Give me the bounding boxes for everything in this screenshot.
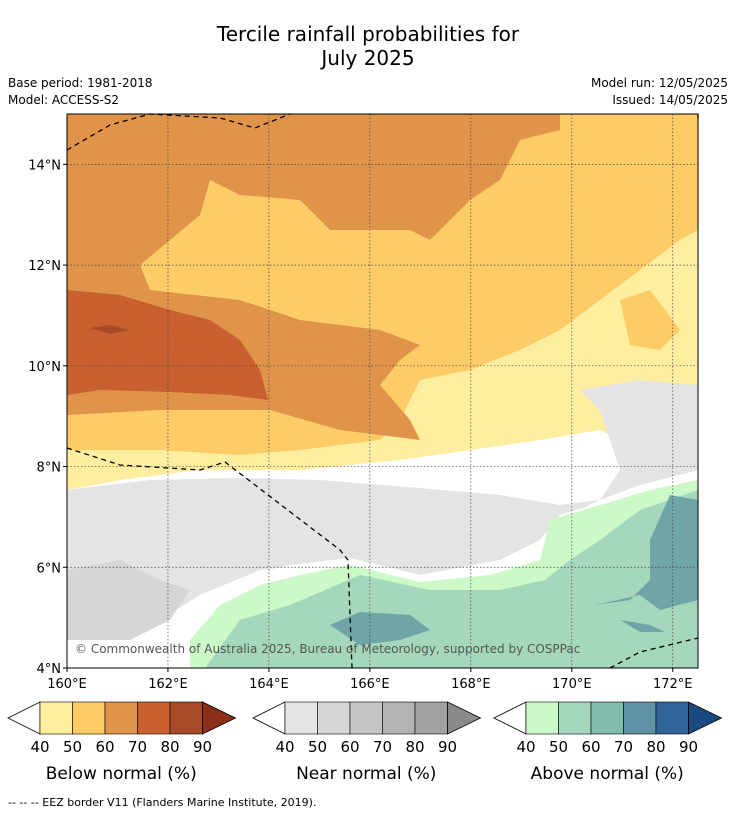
above-50-60-region	[205, 490, 698, 668]
colorbar-tick-label: 60	[95, 738, 114, 756]
x-tick-label: 162°E	[148, 677, 188, 692]
colorbar-tick-label: 70	[614, 738, 633, 756]
colorbar-label: Near normal (%)	[296, 764, 436, 784]
colorbar-swatch	[169, 701, 203, 735]
plot-frame	[66, 113, 699, 669]
colorbar-extend-right	[688, 701, 723, 735]
y-axis-ticks: 4°N 6°N 8°N 10°N 12°N 14°N	[28, 158, 67, 677]
colorbar-label: Below normal (%)	[46, 764, 197, 784]
colorbar-swatch	[623, 701, 657, 735]
colorbar-tick-label: 40	[516, 738, 535, 756]
x-tick-label: 170°E	[552, 677, 592, 692]
colorbar-swatch	[382, 701, 416, 735]
colorbar-tick-label: 70	[128, 738, 147, 756]
colorbar-tick-label: 50	[308, 738, 327, 756]
footer-note: -- -- -- EEZ border V11 (Flanders Marine…	[8, 796, 317, 809]
colorbar-swatch	[104, 701, 138, 735]
colorbar-swatch	[284, 701, 318, 735]
colorbar-tick-label: 90	[193, 738, 212, 756]
model-run: Model run: 12/05/2025	[590, 76, 728, 90]
colorbar-tick-label: 90	[438, 738, 457, 756]
colorbar-extend-left	[252, 701, 286, 735]
above-60-70-region-east	[595, 495, 698, 610]
y-tick-label: 4°N	[37, 662, 62, 677]
chart-title-line1: Tercile rainfall probabilities for	[216, 22, 520, 46]
near-normal-region	[67, 380, 698, 640]
colorbar-extend-left	[493, 701, 527, 735]
x-tick-label: 172°E	[653, 677, 693, 692]
colorbar-tick-label: 50	[549, 738, 568, 756]
x-tick-label: 166°E	[350, 677, 390, 692]
copyright-text: © Commonwealth of Australia 2025, Bureau…	[75, 642, 580, 656]
x-tick-label: 160°E	[47, 677, 87, 692]
y-tick-label: 8°N	[37, 461, 62, 476]
x-tick-label: 164°E	[249, 677, 289, 692]
colorbar-tick-label: 80	[160, 738, 179, 756]
near-50-60-region	[67, 560, 190, 650]
x-axis-ticks: 160°E 162°E 164°E 166°E 168°E 170°E 172°E	[47, 668, 693, 692]
below-60-70-region-ne	[560, 114, 698, 180]
colorbar-swatch	[39, 701, 73, 735]
colorbar-tick-label: 40	[30, 738, 49, 756]
below-70-80-region	[67, 290, 268, 400]
y-tick-label: 6°N	[37, 561, 62, 576]
colorbar-tick-label: 90	[679, 738, 698, 756]
y-tick-label: 10°N	[28, 360, 61, 375]
colorbar-swatch	[72, 701, 106, 735]
colorbar-tick-label: 40	[275, 738, 294, 756]
above-60-70-region-spot	[620, 620, 665, 632]
colorbar-swatch	[558, 701, 592, 735]
colorbar-swatch	[590, 701, 624, 735]
above-60-70-region-south	[330, 612, 430, 645]
issued-date: Issued: 14/05/2025	[612, 93, 728, 107]
colorbar-1: 40 50 60 70 80 90 Below normal (%)	[7, 701, 237, 784]
colorbar-swatch	[655, 701, 689, 735]
base-period: Base period: 1981-2018	[8, 76, 153, 90]
colorbar-swatch	[137, 701, 171, 735]
map-fill	[67, 114, 698, 668]
colorbar-tick-label: 80	[405, 738, 424, 756]
y-tick-label: 14°N	[28, 158, 61, 173]
colorbar-swatch	[414, 701, 448, 735]
colorbar-extend-left	[7, 701, 41, 735]
y-tick-label: 12°N	[28, 259, 61, 274]
model-name: Model: ACCESS-S2	[8, 93, 120, 107]
colorbars: 40 50 60 70 80 90 Below normal (%) 40 50 60 70 80 90…	[7, 701, 723, 784]
chart-title-line2: July 2025	[321, 46, 415, 70]
x-tick-label: 168°E	[451, 677, 491, 692]
colorbar-extend-right	[202, 701, 237, 735]
colorbar-tick-label: 50	[63, 738, 82, 756]
colorbar-swatch	[317, 701, 351, 735]
colorbar-tick-label: 60	[581, 738, 600, 756]
colorbar-tick-label: 80	[646, 738, 665, 756]
colorbar-tick-label: 60	[340, 738, 359, 756]
colorbar-swatch	[349, 701, 383, 735]
below-50-60-region-east	[620, 290, 680, 350]
below-80-region-spot	[90, 325, 130, 334]
colorbar-swatch	[525, 701, 559, 735]
colorbar-extend-right	[447, 701, 482, 735]
colorbar-label: Above normal (%)	[531, 764, 684, 784]
colorbar-3: 40 50 60 70 80 90 Above normal (%)	[493, 701, 723, 784]
colorbar-tick-label: 70	[373, 738, 392, 756]
